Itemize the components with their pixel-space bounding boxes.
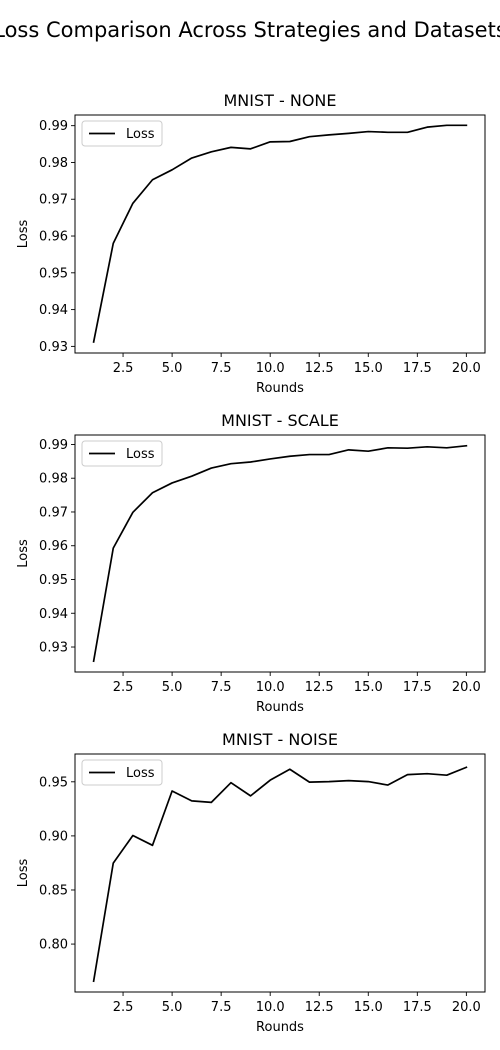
legend-box (81, 120, 163, 147)
subplot-1: MNIST - NONE 2.5 5.0 7.5 10.0 12.5 15.0 17.5 20.… (16, 91, 486, 396)
figure-title: Loss Comparison Across Strategies and Da… (0, 18, 500, 42)
y-axis-label: Loss (16, 539, 31, 568)
x-tick-label: 10.0 (256, 361, 285, 376)
y-tick-label: 0.97 (39, 505, 68, 520)
y-tick-label: 0.95 (39, 266, 68, 281)
y-tick-label: 0.94 (39, 607, 68, 622)
x-tick-label: 20.0 (452, 680, 481, 695)
x-tick-label: 20.0 (452, 1000, 481, 1015)
x-tick-label: 17.5 (403, 680, 432, 695)
plot-area (74, 434, 486, 673)
x-axis-label: Rounds (256, 1020, 304, 1035)
subplots-container: MNIST - NONE 2.5 5.0 7.5 10.0 12.5 15.0 17.5 20.… (16, 91, 486, 1035)
x-tick-label: 10.0 (256, 1000, 285, 1015)
x-tick-label: 17.5 (403, 361, 432, 376)
series-line (92, 766, 468, 983)
plot-area (74, 753, 486, 993)
legend-label: Loss (126, 766, 155, 781)
subplot-3: MNIST - NOISE 2.5 5.0 7.5 10.0 12.5 15.0 17.5 20… (16, 730, 486, 1035)
x-tick-label: 12.5 (305, 680, 334, 695)
x-tick-label: 2.5 (113, 680, 134, 695)
y-axis-label: Loss (16, 859, 31, 888)
legend-label: Loss (126, 127, 155, 142)
y-tick-label: 0.99 (39, 119, 68, 134)
y-axis-label: Loss (16, 220, 31, 249)
y-tick-label: 0.90 (39, 829, 68, 844)
plot-area (74, 114, 486, 354)
y-tick-label: 0.80 (39, 938, 68, 953)
y-tick-label: 0.94 (39, 303, 68, 318)
y-tick-label: 0.93 (39, 340, 68, 355)
y-tick-label: 0.93 (39, 641, 68, 656)
x-tick-label: 20.0 (452, 361, 481, 376)
x-axis-label: Rounds (256, 381, 304, 396)
x-tick-label: 12.5 (305, 361, 334, 376)
y-tick-label: 0.95 (39, 775, 68, 790)
y-tick-label: 0.96 (39, 230, 68, 245)
x-tick-label: 7.5 (211, 1000, 232, 1015)
y-tick-label: 0.98 (39, 472, 68, 487)
x-tick-label: 15.0 (354, 1000, 383, 1015)
x-tick-label: 5.0 (162, 1000, 183, 1015)
x-tick-label: 7.5 (211, 361, 232, 376)
x-tick-label: 10.0 (256, 680, 285, 695)
y-tick-label: 0.96 (39, 539, 68, 554)
subplot-title: MNIST - NONE (223, 91, 336, 110)
series-line (92, 124, 468, 343)
legend-box (81, 759, 163, 786)
y-tick-label: 0.97 (39, 193, 68, 208)
series-line (92, 444, 468, 663)
legend: Loss (81, 759, 163, 786)
x-tick-label: 2.5 (113, 1000, 134, 1015)
x-axis-label: Rounds (256, 700, 304, 715)
y-tick-label: 0.95 (39, 573, 68, 588)
x-tick-label: 17.5 (403, 1000, 432, 1015)
y-tick-label: 0.98 (39, 156, 68, 171)
subplot-2: MNIST - SCALE 2.5 5.0 7.5 10.0 12.5 15.0 17.5 20… (16, 411, 486, 715)
y-tick-label: 0.85 (39, 883, 68, 898)
subplot-title: MNIST - SCALE (221, 411, 339, 430)
x-tick-label: 15.0 (354, 361, 383, 376)
legend-label: Loss (126, 447, 155, 462)
legend: Loss (81, 120, 163, 147)
x-tick-label: 2.5 (113, 361, 134, 376)
legend: Loss (81, 440, 163, 467)
x-tick-label: 12.5 (305, 1000, 334, 1015)
y-tick-label: 0.99 (39, 438, 68, 453)
x-tick-label: 5.0 (162, 680, 183, 695)
x-tick-label: 7.5 (211, 680, 232, 695)
x-tick-label: 15.0 (354, 680, 383, 695)
subplot-title: MNIST - NOISE (222, 730, 338, 749)
legend-box (81, 440, 163, 467)
x-tick-label: 5.0 (162, 361, 183, 376)
